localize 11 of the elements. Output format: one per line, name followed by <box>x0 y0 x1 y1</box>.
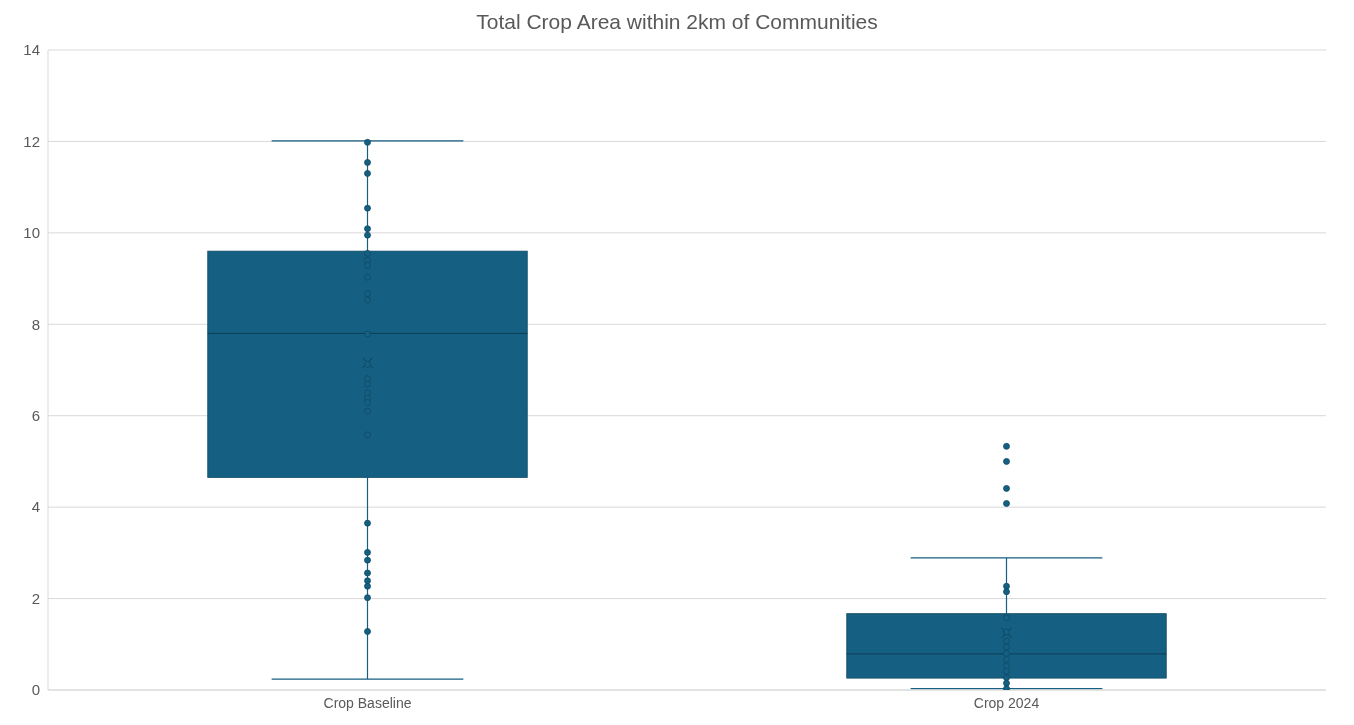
x-tick-label: Crop 2024 <box>973 694 1040 711</box>
y-tick-label: 6 <box>31 407 40 425</box>
y-tick-label: 10 <box>23 224 40 242</box>
y-tick-label: 0 <box>31 681 40 699</box>
y-tick-label: 12 <box>23 132 40 150</box>
y-tick-label: 4 <box>31 498 40 516</box>
y-tick-label: 14 <box>23 41 40 59</box>
chart-title: Total Crop Area within 2km of Communities <box>475 9 879 35</box>
y-tick-label: 2 <box>31 589 40 607</box>
y-tick-label: 8 <box>31 315 40 333</box>
x-tick-label: Crop Baseline <box>323 694 412 711</box>
